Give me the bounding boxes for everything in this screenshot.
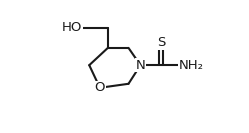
Text: S: S: [157, 36, 165, 49]
Text: HO: HO: [62, 21, 83, 34]
Text: NH₂: NH₂: [179, 59, 204, 72]
Text: O: O: [95, 81, 105, 94]
Text: N: N: [136, 59, 145, 72]
